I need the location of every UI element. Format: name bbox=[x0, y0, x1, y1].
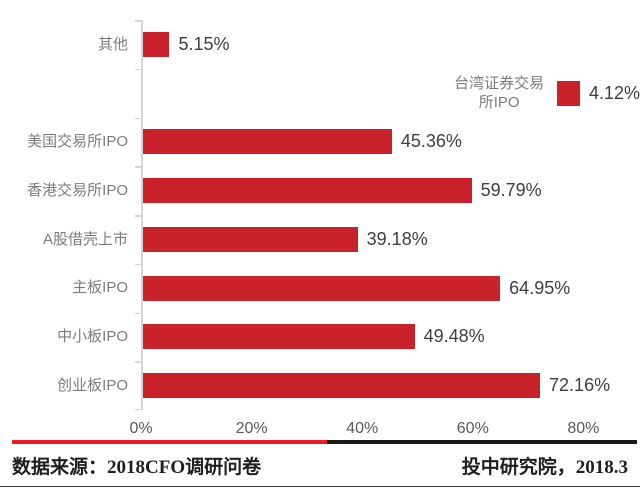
axis-tick bbox=[135, 20, 141, 22]
axis-tick bbox=[135, 166, 141, 168]
chart-row: A股借壳上市 39.18% bbox=[0, 215, 640, 264]
chart-row: 香港交易所IPO 59.79% bbox=[0, 166, 640, 215]
x-axis-labels: 0% 20% 40% 60% 80% bbox=[0, 420, 640, 438]
chart-row: 其他 5.15% bbox=[0, 20, 640, 69]
value-label: 64.95% bbox=[509, 277, 571, 298]
value-label: 49.48% bbox=[423, 326, 485, 347]
axis-tick bbox=[135, 263, 141, 266]
chart-row: 台湾证券交易 所IPO 4.12% bbox=[0, 69, 640, 118]
bar bbox=[141, 31, 170, 57]
x-tick-label: 0% bbox=[129, 420, 153, 437]
category-label: A股借壳上市 bbox=[42, 230, 128, 248]
axis-tick bbox=[135, 215, 141, 217]
value-label: 4.12% bbox=[588, 82, 640, 103]
divider-line bbox=[12, 440, 637, 444]
bar-chart: 其他 5.15% 台湾证券交易 所IPO 4.12% 美国交易所IPO 45.36% 香港交… bbox=[0, 20, 640, 410]
value-label: 45.36% bbox=[400, 131, 462, 152]
category-label: 主板IPO bbox=[72, 279, 128, 297]
publisher-note: 投中研究院，2018.3 bbox=[461, 457, 628, 478]
axis-tick bbox=[135, 408, 141, 410]
bar bbox=[141, 129, 392, 155]
chart-row: 主板IPO 64.95% bbox=[0, 264, 640, 313]
x-tick-label: 40% bbox=[346, 420, 379, 437]
bar bbox=[141, 373, 541, 399]
chart-row: 美国交易所IPO 45.36% bbox=[0, 118, 640, 167]
chart-row: 中小板IPO 49.48% bbox=[0, 313, 640, 362]
bar bbox=[141, 324, 415, 350]
bar bbox=[141, 226, 358, 252]
x-tick-label: 20% bbox=[235, 420, 268, 437]
footer: 数据来源：2018CFO调研问卷 投中研究院，2018.3 bbox=[12, 452, 628, 479]
source-note: 数据来源：2018CFO调研问卷 bbox=[12, 457, 262, 478]
bar bbox=[141, 275, 501, 301]
x-tick-label: 60% bbox=[456, 420, 489, 437]
bar bbox=[141, 178, 472, 204]
category-label: 创业板IPO bbox=[57, 376, 128, 394]
axis-tick bbox=[135, 361, 141, 363]
category-label: 美国交易所IPO bbox=[27, 133, 128, 151]
category-label: 台湾证券交易 所IPO bbox=[454, 74, 545, 112]
category-label: 其他 bbox=[97, 35, 128, 53]
chart-rows: 其他 5.15% 台湾证券交易 所IPO 4.12% 美国交易所IPO 45.36% 香港交… bbox=[0, 20, 640, 410]
value-label: 5.15% bbox=[178, 33, 230, 54]
value-label: 72.16% bbox=[549, 375, 611, 396]
chart-row: 创业板IPO 72.16% bbox=[0, 361, 640, 410]
value-label: 39.18% bbox=[366, 228, 428, 249]
divider-black-segment bbox=[327, 440, 637, 444]
divider-red-segment bbox=[12, 440, 327, 444]
bottom-border-line bbox=[0, 486, 640, 488]
x-tick-label: 80% bbox=[567, 420, 600, 437]
axis-tick bbox=[135, 68, 141, 71]
bar bbox=[557, 80, 580, 106]
axis-tick bbox=[135, 312, 141, 314]
category-label: 香港交易所IPO bbox=[27, 181, 128, 199]
category-label: 中小板IPO bbox=[57, 328, 128, 346]
y-axis-line bbox=[141, 20, 143, 410]
value-label: 59.79% bbox=[480, 180, 542, 201]
axis-tick bbox=[135, 117, 141, 119]
